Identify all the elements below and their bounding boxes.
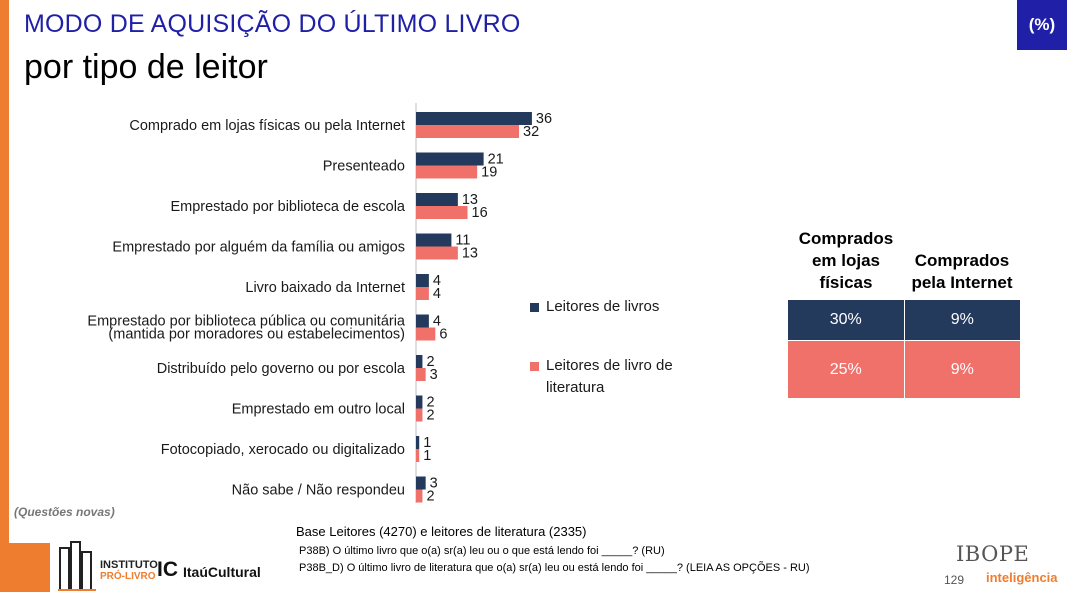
bar-readers (416, 112, 532, 125)
ibope-logo: IBOPE (956, 542, 1030, 566)
base-note: Base Leitores (4270) e leitores de liter… (296, 524, 587, 539)
value-label-literature: 1 (423, 448, 431, 464)
bar-literature (416, 287, 429, 300)
footer-orange-block (0, 543, 50, 592)
bought-table-row-readers: 30% 9% (788, 300, 1020, 341)
question-p38b: P38B) O último livro que o(a) sr(a) leu … (299, 545, 665, 557)
bar-literature (416, 368, 426, 381)
value-label-literature: 16 (472, 205, 488, 221)
value-label-readers: 3 (430, 476, 438, 492)
category-label-line: Emprestado por biblioteca pública ou com… (87, 314, 406, 330)
value-label-literature: 2 (426, 408, 434, 424)
value-label-readers: 4 (433, 314, 441, 330)
bar-readers (416, 355, 423, 368)
legend-label-literature: Leitores de livro de literatura (546, 357, 673, 396)
category-label: Emprestado por alguém da família ou amig… (112, 240, 405, 256)
bought-table-row-literature: 25% 9% (788, 340, 1020, 398)
instituto-pro-livro-logo: INSTITUTO PRÓ-LIVRO (100, 559, 158, 583)
legend-label-readers: Leitores de livros (546, 298, 660, 315)
bar-literature (416, 206, 468, 219)
bar-readers (416, 274, 429, 287)
bought-table-header-row: Comprados em lojas físicas Comprados pel… (788, 226, 1020, 300)
value-label-literature: 32 (523, 124, 539, 140)
ibope-inteligencia-logo: inteligência (986, 570, 1058, 585)
category-label-line: (mantida por moradores ou estabeleciment… (108, 327, 405, 343)
bar-readers (416, 193, 458, 206)
category-label: Não sabe / Não respondeu (232, 483, 405, 499)
legend-item-literature: Leitores de livro de literatura (530, 355, 700, 399)
cell-readers-internet: 9% (903, 300, 1020, 341)
legend-item-readers: Leitores de livros (530, 296, 700, 318)
category-label: Comprado em lojas físicas ou pela Intern… (129, 118, 405, 134)
header-physical-stores: Comprados em lojas físicas (798, 229, 894, 292)
value-label-literature: 3 (430, 367, 438, 383)
value-label-readers: 11 (455, 233, 470, 249)
value-label-literature: 13 (462, 246, 478, 262)
value-label-readers: 1 (423, 435, 431, 451)
category-label: Fotocopiado, xerocado ou digitalizado (161, 442, 405, 458)
category-label: Livro baixado da Internet (245, 280, 405, 296)
bar-readers (416, 395, 423, 409)
bar-literature (416, 408, 423, 422)
value-label-literature: 4 (433, 286, 441, 302)
question-p38b-d: P38B_D) O último livro de literatura que… (299, 562, 810, 574)
bar-readers (416, 314, 429, 328)
category-label: Presenteado (323, 159, 405, 175)
value-label-readers: 21 (488, 152, 504, 168)
bar-literature (416, 165, 478, 179)
instituto-logo-line2: PRÓ-LIVRO (100, 571, 156, 582)
bought-comparison-table: Comprados em lojas físicas Comprados pel… (788, 226, 1020, 398)
cell-readers-physical: 30% (788, 300, 904, 341)
category-label: Emprestado por biblioteca pública ou com… (87, 314, 406, 343)
value-label-literature: 19 (481, 165, 497, 181)
value-label-readers: 2 (426, 395, 434, 411)
value-label-literature: 2 (426, 489, 434, 505)
left-accent-strip (0, 0, 9, 592)
itau-cultural-logo: ItaúCultural (183, 564, 261, 580)
bar-literature (416, 489, 423, 503)
bar-literature (416, 125, 520, 138)
category-label: Distribuído pelo governo ou por escola (157, 361, 406, 377)
page-title: MODO DE AQUISIÇÃO DO ÚLTIMO LIVRO (24, 10, 521, 38)
instituto-logo-line1: INSTITUTO (100, 559, 158, 571)
bar-readers (416, 152, 484, 166)
books-logo-icon (58, 541, 96, 591)
bar-literature (416, 449, 420, 462)
category-label: Emprestado em outro local (232, 402, 405, 418)
bar-readers (416, 233, 452, 247)
value-label-literature: 6 (439, 327, 447, 343)
value-label-readers: 4 (433, 273, 441, 289)
new-questions-note: (Questões novas) (14, 505, 115, 519)
value-label-readers: 2 (426, 354, 434, 370)
value-label-readers: 13 (462, 192, 478, 208)
legend-swatch-literature (530, 362, 539, 371)
header-internet: Comprados pela Internet (911, 251, 1013, 292)
legend-swatch-readers (530, 303, 539, 312)
bar-literature (416, 246, 458, 260)
page-number: 129 (944, 573, 965, 587)
bar-readers (416, 436, 420, 449)
bar-literature (416, 327, 436, 341)
cell-literature-physical: 25% (788, 340, 904, 398)
ic-logo-mark: IC (157, 558, 178, 581)
cell-literature-internet: 9% (903, 340, 1020, 398)
category-label: Emprestado por biblioteca de escola (170, 199, 405, 215)
bar-readers (416, 476, 426, 490)
value-label-readers: 36 (536, 111, 552, 127)
page-subtitle: por tipo de leitor (24, 48, 268, 86)
unit-badge: (%) (1017, 0, 1067, 50)
